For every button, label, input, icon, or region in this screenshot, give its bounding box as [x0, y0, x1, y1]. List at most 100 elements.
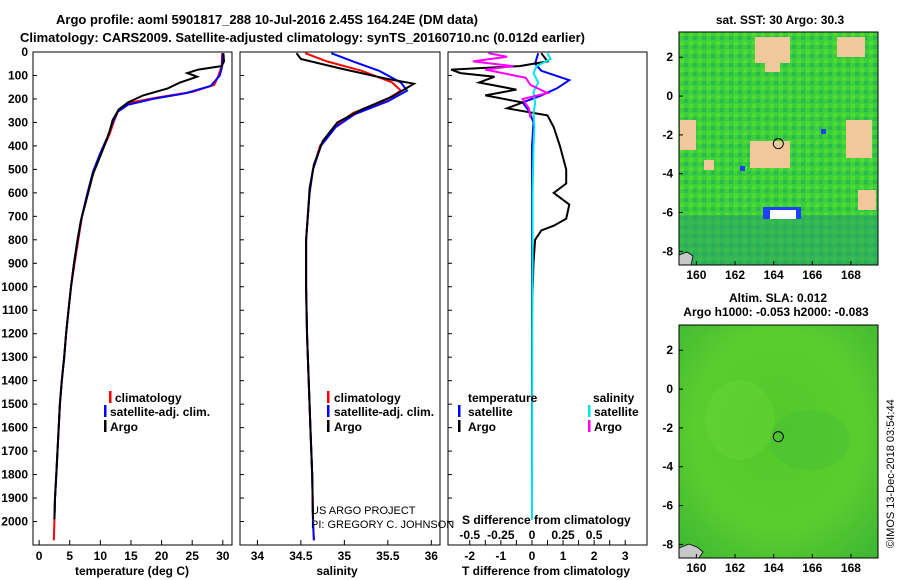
legend-climatology-label: climatology [334, 391, 401, 405]
s-difference-tick-label: 0.25 [551, 528, 575, 542]
difference-series-salinity-argo [472, 52, 551, 118]
difference-x-tick-label: 1 [560, 549, 567, 563]
legend-satellite-label: satellite-adj. clim. [110, 405, 210, 419]
legend-s-satellite-label: satellite [594, 405, 639, 419]
depth-tick-label: 300 [8, 115, 28, 129]
map-lat-label: -4 [662, 460, 673, 474]
sst-cold-pixel [821, 129, 826, 134]
project-note: US ARGO PROJECT [311, 505, 416, 517]
sla-profile-location-marker [772, 431, 784, 443]
sst-map: sat. SST: 30 Argo: 30.3 160 162 164 166 168 2… [662, 13, 879, 282]
depth-tick-label: 1200 [1, 327, 28, 341]
difference-series-temperature-satellite [520, 52, 572, 520]
temperature-series-climatology [52, 53, 224, 541]
depth-tick-label: 700 [8, 209, 28, 223]
sla-map: Altim. SLA: 0.012 Argo h1000: -0.053 h20… [662, 291, 879, 575]
map-lon-label: 162 [725, 268, 745, 282]
map-lat-label: -6 [662, 499, 673, 513]
difference-plot-frame [447, 51, 648, 546]
legend-satellite-swatch [104, 405, 107, 417]
depth-tick-label: 1700 [1, 444, 28, 458]
legend-argo-label: Argo [334, 420, 362, 434]
sst-profile-location-marker [772, 138, 784, 150]
legend-t-argo-label: Argo [468, 420, 496, 434]
map-lon-label: 168 [841, 561, 861, 575]
depth-tick-label: 800 [8, 233, 28, 247]
depth-tick-label: 2000 [1, 515, 28, 529]
depth-tick-label: 1800 [1, 468, 28, 482]
depth-tick-label: 1500 [1, 397, 28, 411]
s-difference-label: S difference from climatology [462, 513, 631, 527]
temperature-x-tick-label: 15 [124, 549, 138, 563]
map-lon-label: 164 [764, 561, 784, 575]
depth-tick-label: 1900 [1, 491, 28, 505]
temperature-series-argo [53, 53, 226, 520]
salinity-x-tick-label: 34.5 [289, 549, 313, 563]
imos-credit: ©IMOS 13-Dec-2018 03:54:44 [885, 399, 897, 548]
s-difference-tick-label: -0.25 [487, 528, 515, 542]
s-difference-tick-label: -0.5 [459, 528, 480, 542]
legend-climatology-swatch [327, 391, 330, 403]
sla-map-title-line1: Altim. SLA: 0.012 [729, 291, 827, 305]
depth-tick-label: 0 [21, 45, 28, 59]
depth-tick-label: 1000 [1, 280, 28, 294]
sla-anomaly-patch [770, 410, 850, 470]
depth-tick-label: 600 [8, 186, 28, 200]
legend-t-satellite-label: satellite [468, 405, 513, 419]
difference-panel: -2 -1 0 1 2 3 -0.5 -0.25 0 0.25 0.5 T difference f… [447, 51, 648, 578]
sst-cold-pixel [740, 166, 745, 171]
depth-tick-label: 1300 [1, 350, 28, 364]
salinity-plot-frame [239, 51, 441, 546]
sst-map-frame [678, 31, 879, 266]
map-lat-label: 0 [666, 382, 673, 396]
map-lat-label: -2 [662, 421, 673, 435]
temperature-x-tick-label: 5 [66, 549, 73, 563]
legend-salinity-title: salinity [593, 391, 635, 405]
difference-series-salinity-satellite [531, 52, 552, 520]
map-lat-label: -8 [662, 537, 673, 551]
sst-warm-patches [679, 37, 878, 265]
temperature-legend: climatology satellite-adj. clim. Argo [104, 391, 210, 434]
difference-x-tick-label: -2 [464, 549, 475, 563]
depth-tick-label: 900 [8, 256, 28, 270]
depth-tick-label: 500 [8, 162, 28, 176]
legend-t-argo-swatch [458, 420, 461, 432]
legend-temperature-title: temperature [468, 391, 538, 405]
legend-s-argo-swatch [588, 420, 591, 432]
temperature-plot-frame [32, 51, 233, 546]
map-lat-label: -2 [662, 128, 673, 142]
salinity-x-tick-label: 36 [425, 549, 439, 563]
map-lon-label: 160 [686, 268, 706, 282]
legend-s-satellite-swatch [588, 405, 591, 417]
map-lon-label: 168 [841, 268, 861, 282]
figure-title-line1: Argo profile: aoml 5901817_288 10-Jul-20… [56, 12, 478, 27]
depth-tick-label: 400 [8, 139, 28, 153]
map-lat-label: -6 [662, 206, 673, 220]
map-lon-label: 160 [686, 561, 706, 575]
salinity-x-tick-label: 35 [338, 549, 352, 563]
temperature-x-tick-label: 20 [155, 549, 169, 563]
depth-tick-label: 200 [8, 92, 28, 106]
map-lon-label: 166 [802, 268, 822, 282]
salinity-legend: climatology satellite-adj. clim. Argo [327, 391, 434, 434]
figure-title-line2: Climatology: CARS2009. Satellite-adjuste… [20, 30, 585, 45]
temperature-x-tick-label: 0 [36, 549, 43, 563]
t-difference-xlabel: T difference from climatology [462, 564, 630, 578]
salinity-xlabel: salinity [316, 564, 358, 578]
legend-climatology-label: climatology [115, 391, 182, 405]
difference-series-temperature-argo [450, 52, 571, 520]
map-lat-label: -4 [662, 167, 673, 181]
legend-t-satellite-swatch [458, 405, 461, 417]
salinity-series-satellite-adj-clim- [305, 52, 409, 541]
s-difference-tick-label: 0 [529, 528, 536, 542]
legend-satellite-swatch [327, 405, 330, 417]
temperature-series-satellite-adj-clim- [53, 53, 224, 520]
legend-satellite-label: satellite-adj. clim. [334, 405, 434, 419]
difference-x-tick-label: 2 [591, 549, 598, 563]
depth-tick-label: 1400 [1, 374, 28, 388]
depth-tick-label: 1100 [2, 303, 28, 317]
pi-note: PI: GREGORY C. JOHNSON [311, 519, 454, 531]
map-lat-label: 0 [666, 89, 673, 103]
legend-argo-label: Argo [110, 420, 138, 434]
legend-argo-swatch [104, 420, 107, 432]
